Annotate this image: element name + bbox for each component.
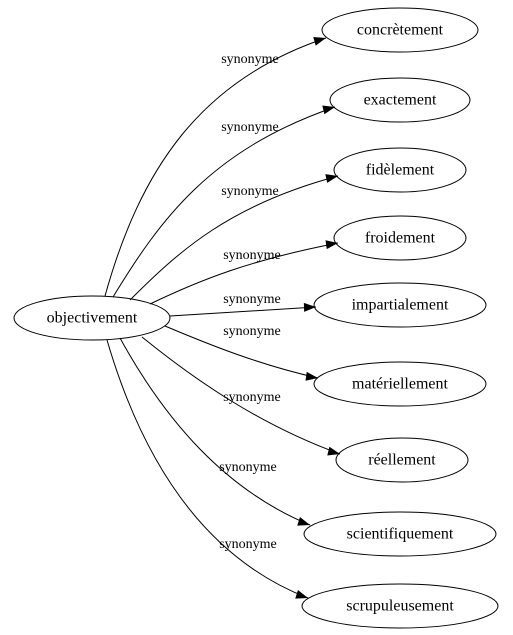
node-concretement-label: concrètement xyxy=(357,22,444,39)
node-fidelement: fidèlement xyxy=(334,148,466,192)
node-materiellement-label: matériellement xyxy=(352,376,449,393)
edge-label-froidement: synonyme xyxy=(223,248,281,263)
node-scrupuleusement-label: scrupuleusement xyxy=(346,598,454,615)
edge-label-materiellement: synonyme xyxy=(223,324,281,339)
edge-path-scientifiquement xyxy=(120,338,310,525)
node-reellement: réellement xyxy=(336,438,468,482)
edge-exactement: synonyme xyxy=(113,106,335,297)
nodes-layer: objectivement concrètement exactement fidèl… xyxy=(14,8,498,628)
node-fidelement-label: fidèlement xyxy=(366,162,435,179)
node-source-label: objectivement xyxy=(47,310,138,327)
synonym-graph: synonyme synonyme synonyme synonyme synonyme… xyxy=(0,0,513,635)
edge-label-scientifiquement: synonyme xyxy=(219,460,277,475)
edge-scientifiquement: synonyme xyxy=(120,338,310,526)
node-exactement: exactement xyxy=(330,78,470,122)
edge-reellement: synonyme xyxy=(142,337,340,455)
node-froidement-label: froidement xyxy=(365,230,436,247)
node-froidement: froidement xyxy=(334,216,466,260)
node-impartialement-label: impartialement xyxy=(352,297,449,314)
arrowhead xyxy=(297,517,310,526)
edge-label-concretement: synonyme xyxy=(221,52,279,67)
edge-path-impartialement xyxy=(170,307,316,316)
edge-label-exactement: synonyme xyxy=(221,120,279,135)
arrowhead xyxy=(313,37,326,46)
edges-layer: synonyme synonyme synonyme synonyme synonyme… xyxy=(105,37,340,599)
edge-label-scrupuleusement: synonyme xyxy=(219,537,277,552)
edge-path-exactement xyxy=(113,107,335,297)
node-scrupuleusement: scrupuleusement xyxy=(302,584,498,628)
arrowhead xyxy=(295,590,308,599)
edge-label-fidelement: synonyme xyxy=(221,184,279,199)
node-impartialement: impartialement xyxy=(314,283,486,327)
node-source: objectivement xyxy=(14,296,170,340)
node-reellement-label: réellement xyxy=(368,452,436,469)
edge-path-scrupuleusement xyxy=(107,340,308,598)
node-exactement-label: exactement xyxy=(364,92,437,109)
arrowhead xyxy=(325,240,338,249)
node-scientifiquement-label: scientifiquement xyxy=(347,526,454,543)
node-scientifiquement: scientifiquement xyxy=(304,512,496,556)
edge-label-impartialement: synonyme xyxy=(223,292,281,307)
node-materiellement: matériellement xyxy=(314,362,486,406)
edge-scrupuleusement: synonyme xyxy=(107,340,308,599)
node-concretement: concrètement xyxy=(322,8,478,52)
edge-impartialement: synonyme xyxy=(170,292,316,316)
edge-fidelement: synonyme xyxy=(130,174,338,300)
edge-label-reellement: synonyme xyxy=(223,390,281,405)
